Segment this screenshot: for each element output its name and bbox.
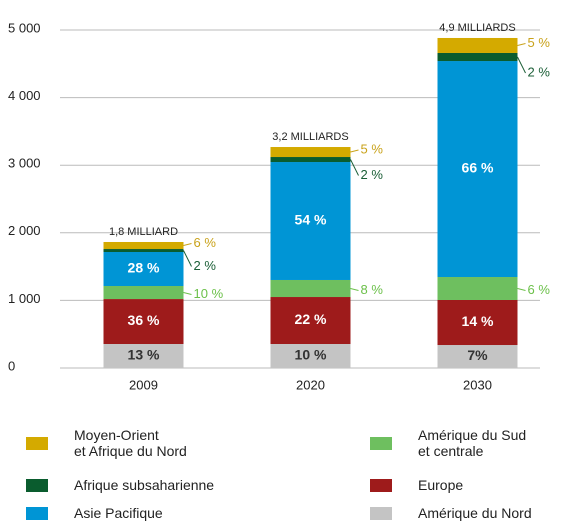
- bar-segment: [103, 286, 184, 300]
- leader-line: [183, 292, 192, 296]
- bar-segment: [437, 37, 518, 53]
- value-label: 10 %: [194, 286, 224, 301]
- chart: 0 1 000 2 000 3 000 4 000 5 000 2009 13 % 36 % 10…: [8, 20, 551, 392]
- x-tick-label: 2020: [296, 377, 325, 392]
- value-label: 6 %: [528, 282, 551, 297]
- value-label: 54 %: [295, 212, 327, 228]
- leader-line: [350, 149, 359, 153]
- legend-swatch: [370, 506, 392, 520]
- value-label: 8 %: [361, 282, 384, 297]
- leader-line: [350, 159, 359, 176]
- leader-line: [517, 42, 526, 46]
- total-label: 3,2 MILLIARDS: [272, 131, 348, 143]
- bar-segment: [437, 345, 518, 368]
- legend-label: Europe: [418, 477, 464, 493]
- legend: Moyen-Orient et Afrique du Nord Afrique s…: [0, 415, 562, 527]
- leader-line: [517, 288, 526, 291]
- legend-item: Asie Pacifique: [0, 499, 345, 527]
- y-tick-label: 1 000: [8, 291, 41, 306]
- value-label: 2 %: [194, 258, 217, 273]
- bar-segment: [270, 147, 351, 158]
- value-label: 10 %: [295, 347, 327, 363]
- legend-swatch: [26, 506, 48, 520]
- value-label: 36 %: [128, 312, 160, 328]
- legend-item: Europe: [345, 471, 562, 499]
- legend-swatch: [370, 478, 392, 492]
- legend-item: Amérique du Sud et centrale: [345, 415, 562, 471]
- value-label: 5 %: [528, 35, 551, 50]
- y-tick-label: 0: [8, 358, 15, 373]
- legend-swatch: [26, 478, 48, 492]
- legend-item: Moyen-Orient et Afrique du Nord: [0, 415, 345, 471]
- total-label: 4,9 MILLIARDS: [439, 22, 515, 34]
- y-tick-label: 3 000: [8, 156, 41, 171]
- legend-item: Afrique subsaharienne: [0, 471, 345, 499]
- value-label: 66 %: [462, 160, 494, 176]
- leader-line: [517, 56, 526, 74]
- legend-swatch: [26, 436, 48, 450]
- leader-line: [183, 250, 192, 267]
- bar-segment: [437, 61, 518, 278]
- legend-swatch: [370, 436, 392, 450]
- value-label: 13 %: [128, 347, 160, 363]
- legend-label: Moyen-Orient et Afrique du Nord: [74, 427, 187, 459]
- bar-segment: [437, 277, 518, 300]
- total-label: 1,8 MILLIARD: [109, 226, 178, 238]
- bar-segment: [437, 299, 518, 346]
- bar-segment: [103, 299, 184, 345]
- legend-item: Amérique du Nord: [345, 499, 562, 527]
- legend-label: Amérique du Nord: [418, 505, 532, 521]
- value-label: 5 %: [361, 141, 384, 156]
- legend-label: Afrique subsaharienne: [74, 477, 215, 493]
- bar-segment: [270, 297, 351, 345]
- leader-line: [350, 288, 359, 291]
- value-label: 6 %: [194, 235, 217, 250]
- bar-segment: [103, 249, 184, 252]
- bar-segment: [270, 162, 351, 280]
- value-label: 28 %: [128, 260, 160, 276]
- bar-segment: [270, 157, 351, 163]
- value-label: 22 %: [295, 311, 327, 327]
- value-label: 2 %: [528, 64, 551, 79]
- y-tick-label: 2 000: [8, 223, 41, 238]
- bar-segment: [437, 52, 518, 62]
- bar-segment: [103, 251, 184, 287]
- value-label: 7%: [467, 347, 488, 363]
- bar-segment: [270, 344, 351, 368]
- x-tick-label: 2030: [463, 377, 492, 392]
- legend-label: Asie Pacifique: [74, 505, 163, 521]
- bar-segment: [270, 279, 351, 298]
- value-label: 2 %: [361, 167, 384, 182]
- x-tick-label: 2009: [129, 377, 158, 392]
- legend-label: Amérique du Sud et centrale: [418, 427, 527, 459]
- y-tick-label: 5 000: [8, 20, 41, 35]
- y-tick-label: 4 000: [8, 88, 41, 103]
- value-label: 14 %: [462, 313, 494, 329]
- leader-line: [183, 243, 192, 246]
- bar-segment: [103, 241, 184, 250]
- bar-segment: [103, 344, 184, 368]
